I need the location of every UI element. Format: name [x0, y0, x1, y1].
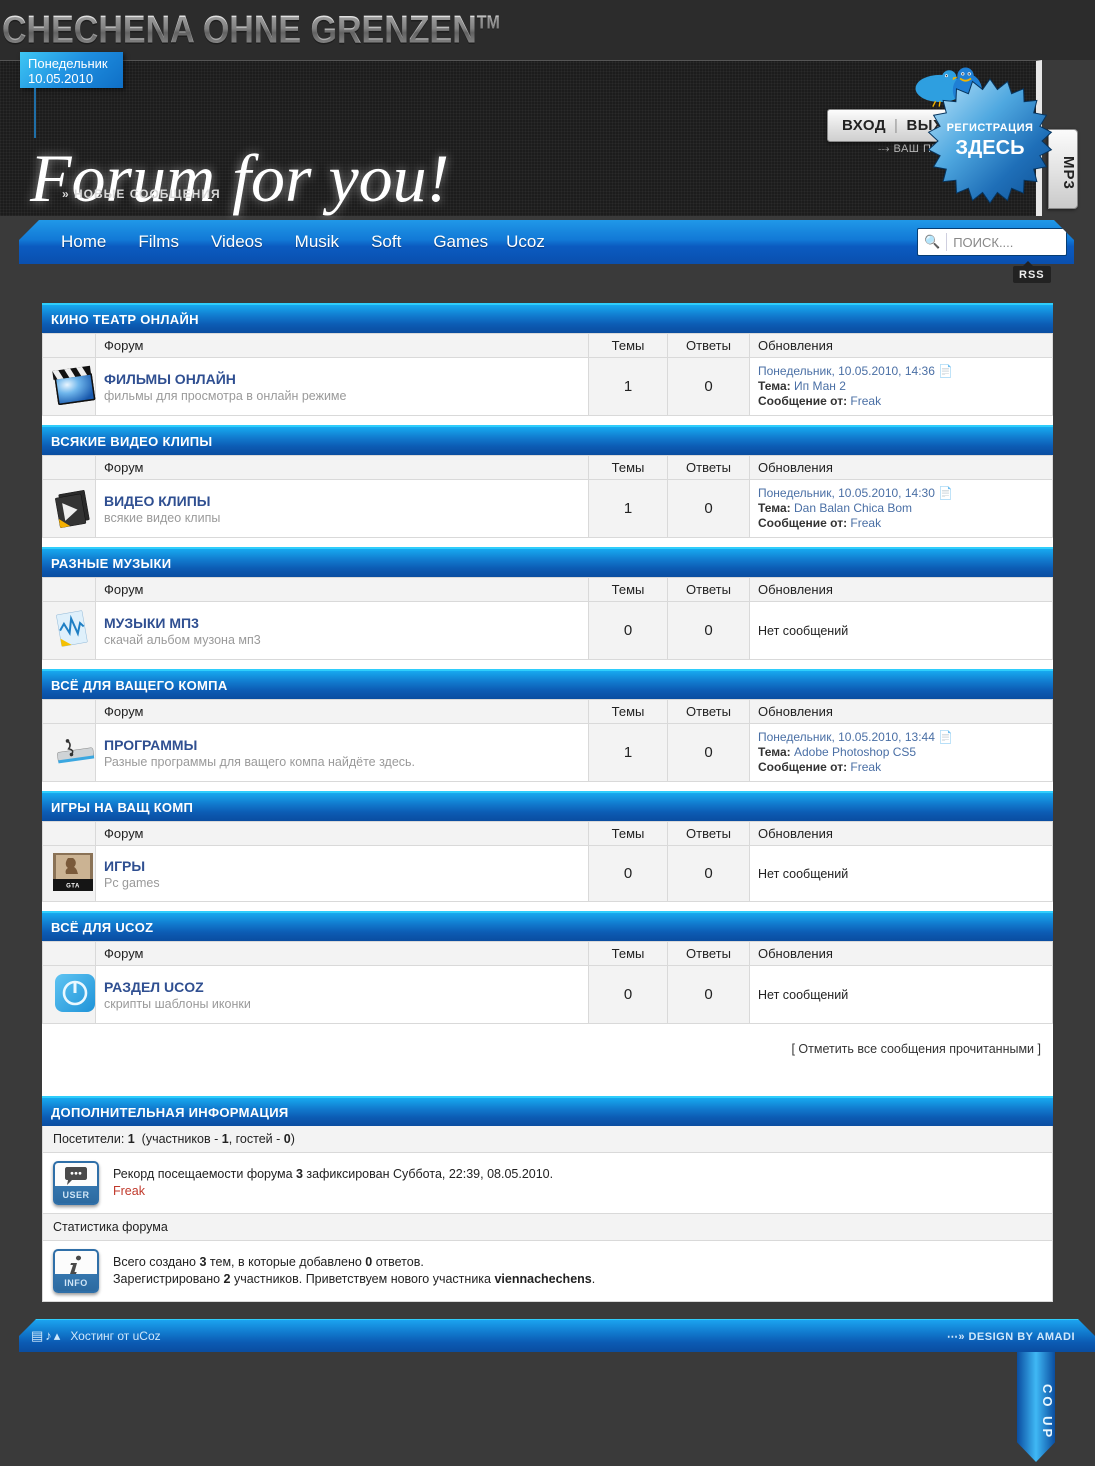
svg-text:ЗДЕСЬ: ЗДЕСЬ: [956, 137, 1025, 159]
svg-text:РЕГИСТРАЦИЯ: РЕГИСТРАЦИЯ: [947, 122, 1034, 134]
svg-text:GTA: GTA: [66, 884, 80, 890]
